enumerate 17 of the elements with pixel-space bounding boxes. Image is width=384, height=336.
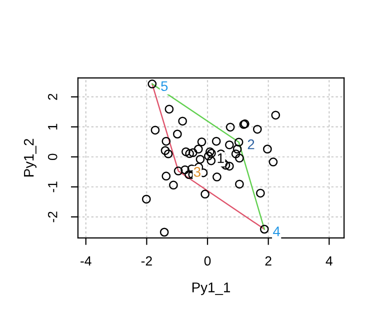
- y-tick-label: 1: [48, 124, 58, 130]
- y-tick-label: -2: [48, 212, 58, 222]
- annotation: 2: [248, 139, 254, 150]
- y-axis-title: Py1_2: [24, 138, 36, 176]
- annotation: 3: [194, 167, 200, 177]
- annotation: 1: [218, 153, 224, 163]
- x-axis-title: Py1_1: [192, 282, 230, 296]
- x-tick-label: 2: [265, 256, 272, 266]
- x-tick-label: 0: [204, 256, 211, 266]
- y-tick-label: -1: [48, 182, 58, 192]
- y-tick-label: 0: [48, 154, 58, 160]
- y-tick-label: 2: [48, 94, 58, 100]
- x-tick-label: -2: [141, 256, 152, 266]
- x-tick-label: -4: [80, 256, 92, 266]
- annotation: 5: [161, 81, 168, 92]
- x-tick-label: 4: [326, 256, 332, 266]
- annotation: 4: [273, 226, 280, 236]
